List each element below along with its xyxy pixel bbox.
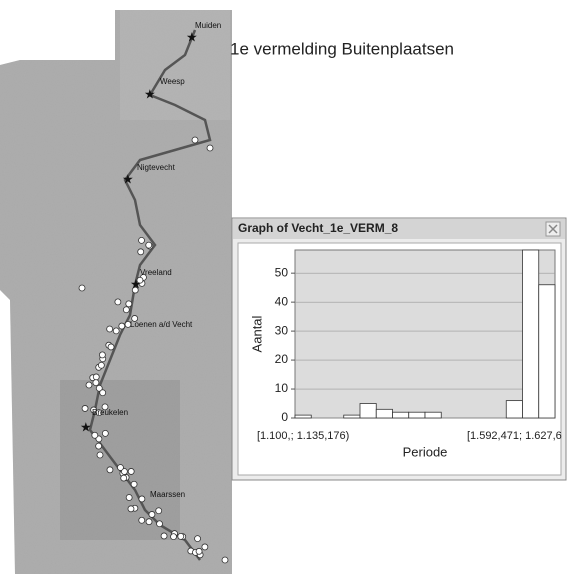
site-dot <box>106 466 114 474</box>
site-dot <box>90 406 98 414</box>
map <box>0 10 232 574</box>
site-dot <box>155 507 163 515</box>
y-axis-label: Aantal <box>249 315 264 352</box>
site-dot <box>112 327 120 335</box>
y-tick-label: 40 <box>275 294 289 308</box>
window-title: Graph of Vecht_1e_VERM_8 <box>238 221 398 235</box>
site-dot <box>130 480 138 488</box>
place-label: Vreeland <box>140 268 172 277</box>
site-dot <box>137 248 145 256</box>
bar <box>538 284 556 419</box>
title-bar <box>233 219 565 239</box>
site-dot <box>138 236 145 244</box>
annotation: 1e vermelding Buitenplaatsen <box>230 39 454 58</box>
y-tick-label: 30 <box>275 323 289 337</box>
x-tick-label: [1.100,; 1.135,176) <box>257 430 349 442</box>
bar <box>392 411 410 419</box>
dots <box>78 136 229 564</box>
site-dot <box>78 284 86 292</box>
site-dot <box>120 474 128 482</box>
site-dot <box>195 547 203 555</box>
site-dot <box>117 464 124 471</box>
site-dot <box>85 381 93 389</box>
site-dot <box>138 516 146 524</box>
x-axis-label: Periode <box>403 444 448 459</box>
close-icon <box>548 224 558 234</box>
chart: 0 10 20 30 40 50 [1.100,; 1.135,176) [1.592,471… <box>249 249 562 459</box>
place-label: Weesp <box>160 77 185 86</box>
graph-window: Graph of Vecht_1e_VERM_8 <box>231 217 567 481</box>
site-dot <box>177 532 185 540</box>
site-dot <box>125 494 133 501</box>
x-tick-label: [1.592,471; 1.627,6 <box>467 430 562 442</box>
site-dot <box>107 343 115 351</box>
site-dot <box>106 325 114 333</box>
bar <box>424 411 442 419</box>
stars: ★ ★ ★ ★ ★ <box>80 29 198 434</box>
site-dot <box>101 403 109 411</box>
star: ★ <box>122 171 134 186</box>
site-dot <box>99 389 107 397</box>
y-tick-label: 10 <box>275 381 289 395</box>
site-dot <box>156 520 163 528</box>
star: ★ <box>186 29 198 44</box>
site-dot <box>127 505 135 513</box>
site-dot <box>145 518 153 526</box>
site-dot <box>92 379 100 387</box>
site-dot <box>136 276 144 284</box>
place-label: Breukelen <box>92 408 128 417</box>
site-dot <box>131 286 139 294</box>
y-tick-label: 0 <box>281 410 288 424</box>
star: ★ <box>130 276 142 291</box>
site-dot <box>91 431 99 439</box>
site-dot <box>138 495 146 503</box>
site-dot <box>95 442 103 450</box>
site-dot <box>221 556 229 564</box>
plot-area <box>294 249 556 419</box>
site-dot <box>124 321 132 328</box>
site-dot <box>145 241 153 249</box>
site-dot <box>114 298 122 306</box>
star: ★ <box>144 86 156 101</box>
bar <box>375 408 393 419</box>
site-dot <box>81 405 89 412</box>
site-dot <box>170 533 177 541</box>
site-dot <box>122 306 130 314</box>
place-label: Nigtevecht <box>137 163 176 172</box>
place-label: Loenen a/d Vecht <box>130 320 193 329</box>
place-label: Muiden <box>195 21 221 30</box>
site-dot <box>98 351 106 359</box>
star: ★ <box>80 419 92 434</box>
site-dot <box>120 468 128 475</box>
site-dot <box>96 451 104 459</box>
bar <box>408 411 426 419</box>
site-dot <box>95 384 103 392</box>
site-dot <box>95 409 103 417</box>
site-dot <box>127 468 135 475</box>
bar <box>522 249 540 419</box>
site-dot <box>101 429 109 437</box>
site-dot <box>160 532 168 540</box>
site-dot <box>97 361 105 369</box>
places: Muiden Weesp Nigtevecht Vreeland Loenen … <box>80 21 221 499</box>
bar <box>359 403 377 419</box>
bar <box>505 400 523 419</box>
y-tick-label: 20 <box>275 352 289 366</box>
site-dot <box>201 543 209 551</box>
site-dot <box>125 300 133 308</box>
y-tick-label: 50 <box>275 265 289 279</box>
site-dot <box>191 136 199 144</box>
site-dot <box>206 144 214 152</box>
bar <box>343 414 361 419</box>
place-label: Maarssen <box>150 490 185 499</box>
site-dot <box>118 322 126 330</box>
site-dot <box>194 535 201 543</box>
site-dot <box>131 315 139 322</box>
site-dot <box>92 373 100 381</box>
bar <box>294 414 312 419</box>
site-dot <box>148 511 156 518</box>
